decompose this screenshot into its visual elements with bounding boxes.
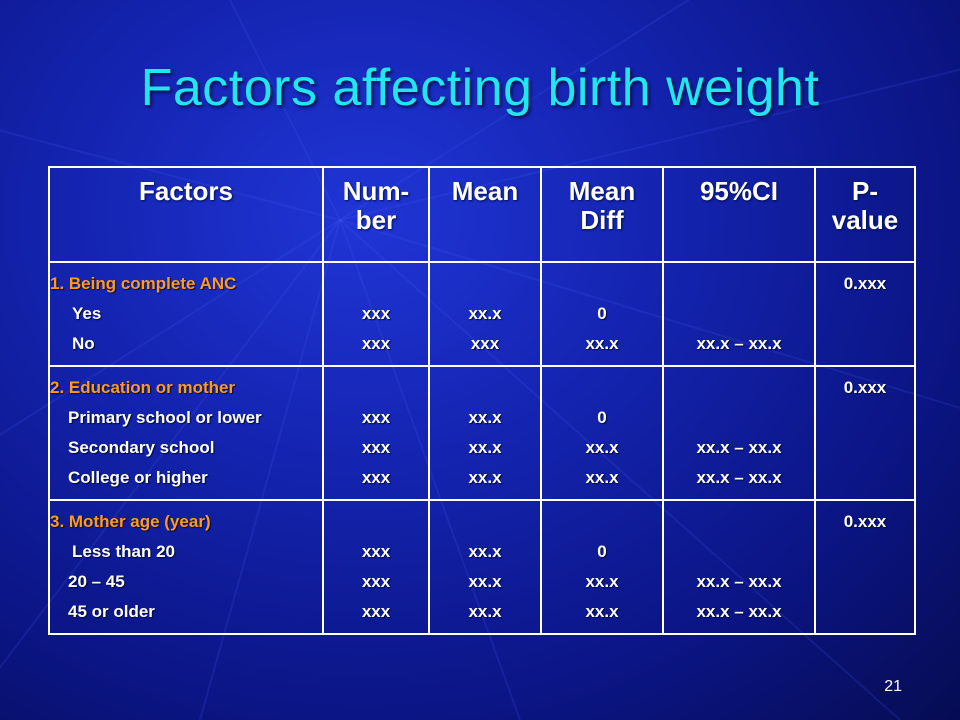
- header-number-line1: Num-: [342, 176, 410, 206]
- slide-title: Factors affecting birth weight: [140, 59, 820, 117]
- p-value: 0.xxx: [843, 378, 887, 397]
- row-label: 45 or older: [68, 602, 155, 621]
- table-row-group-3: 3. Mother age (year) Less than 20 20 – 4…: [48, 499, 916, 635]
- ci-value: xx.x – xx.x: [696, 468, 782, 487]
- mean-diff-value: xx.x: [585, 468, 619, 487]
- mean-diff-value: 0: [597, 304, 607, 323]
- table-row-group-1: 1. Being complete ANC Yes No xxx xxx xx.…: [48, 261, 916, 367]
- mean-cell: xx.x xxx: [428, 261, 542, 367]
- mean-value: xx.x: [468, 408, 502, 427]
- header-number-line2: ber: [355, 205, 397, 235]
- factor-cell: 3. Mother age (year) Less than 20 20 – 4…: [48, 499, 324, 635]
- header-ci: 95%CI: [662, 166, 816, 263]
- mean-value: xx.x: [468, 542, 502, 561]
- number-cell: xxx xxx: [322, 261, 430, 367]
- ci-cell: xx.x – xx.x xx.x – xx.x: [662, 365, 816, 501]
- ci-value: [664, 299, 814, 329]
- row-label: College or higher: [68, 468, 208, 487]
- number-value: xxx: [361, 468, 391, 487]
- number-value: xxx: [361, 304, 391, 323]
- factor-cell: 2. Education or mother Primary school or…: [48, 365, 324, 501]
- group-label: 3. Mother age (year): [50, 512, 211, 531]
- mean-diff-value: 0: [597, 542, 607, 561]
- factor-cell: 1. Being complete ANC Yes No: [48, 261, 324, 367]
- number-value: xxx: [361, 438, 391, 457]
- ci-value: [664, 403, 814, 433]
- row-label: Yes: [72, 304, 102, 323]
- ci-cell: xx.x – xx.x: [662, 261, 816, 367]
- p-value-cell: 0.xxx: [814, 261, 916, 367]
- mean-value: xx.x: [468, 602, 502, 621]
- header-mean-diff-line1: Mean: [568, 176, 636, 206]
- mean-cell: xx.x xx.x xx.x: [428, 365, 542, 501]
- mean-value: xx.x: [468, 438, 502, 457]
- mean-diff-value: xx.x: [585, 602, 619, 621]
- p-value: 0.xxx: [843, 274, 887, 293]
- table-header-row: Factors Num-ber Mean Mean Diff 95%CI P-va…: [48, 166, 916, 263]
- mean-diff-value: xx.x: [585, 334, 619, 353]
- mean-value: xxx: [470, 334, 500, 353]
- header-mean-diff: Mean Diff: [540, 166, 664, 263]
- number-value: xxx: [361, 542, 391, 561]
- p-value-cell: 0.xxx: [814, 365, 916, 501]
- header-mean: Mean: [428, 166, 542, 263]
- ci-value: xx.x – xx.x: [696, 334, 782, 353]
- header-p-line2: value: [831, 205, 899, 235]
- header-p-line1: P-: [852, 176, 878, 206]
- table-row-group-2: 2. Education or mother Primary school or…: [48, 365, 916, 501]
- mean-cell: xx.x xx.x xx.x: [428, 499, 542, 635]
- mean-value: xx.x: [468, 468, 502, 487]
- row-label: 20 – 45: [68, 572, 125, 591]
- birth-weight-table: Factors Num-ber Mean Mean Diff 95%CI P-va…: [48, 166, 916, 635]
- header-p-value: P-value: [814, 166, 916, 263]
- ci-value: xx.x – xx.x: [696, 602, 782, 621]
- number-value: xxx: [361, 408, 391, 427]
- number-value: xxx: [361, 572, 391, 591]
- number-cell: xxx xxx xxx: [322, 499, 430, 635]
- number-value: xxx: [361, 334, 391, 353]
- header-factors: Factors: [48, 166, 324, 263]
- mean-diff-value: xx.x: [585, 438, 619, 457]
- number-value: xxx: [361, 602, 391, 621]
- row-label: No: [72, 334, 95, 353]
- group-label: 2. Education or mother: [50, 378, 236, 397]
- row-label: Primary school or lower: [68, 408, 262, 427]
- mean-diff-cell: 0 xx.x xx.x: [540, 365, 664, 501]
- p-value: 0.xxx: [843, 512, 887, 531]
- mean-value: xx.x: [468, 572, 502, 591]
- group-label: 1. Being complete ANC: [50, 274, 237, 293]
- ci-value: xx.x – xx.x: [696, 572, 782, 591]
- row-label: Secondary school: [68, 438, 215, 457]
- number-cell: xxx xxx xxx: [322, 365, 430, 501]
- header-number: Num-ber: [322, 166, 430, 263]
- p-value-cell: 0.xxx: [814, 499, 916, 635]
- page-number: 21: [884, 678, 902, 695]
- mean-diff-value: 0: [597, 408, 607, 427]
- mean-diff-cell: 0 xx.x xx.x: [540, 499, 664, 635]
- header-mean-diff-line2: Diff: [580, 205, 624, 235]
- ci-value: xx.x – xx.x: [696, 438, 782, 457]
- row-label: Less than 20: [72, 542, 175, 561]
- ci-value: [664, 537, 814, 567]
- mean-diff-value: xx.x: [585, 572, 619, 591]
- ci-cell: xx.x – xx.x xx.x – xx.x: [662, 499, 816, 635]
- mean-diff-cell: 0 xx.x: [540, 261, 664, 367]
- mean-value: xx.x: [468, 304, 502, 323]
